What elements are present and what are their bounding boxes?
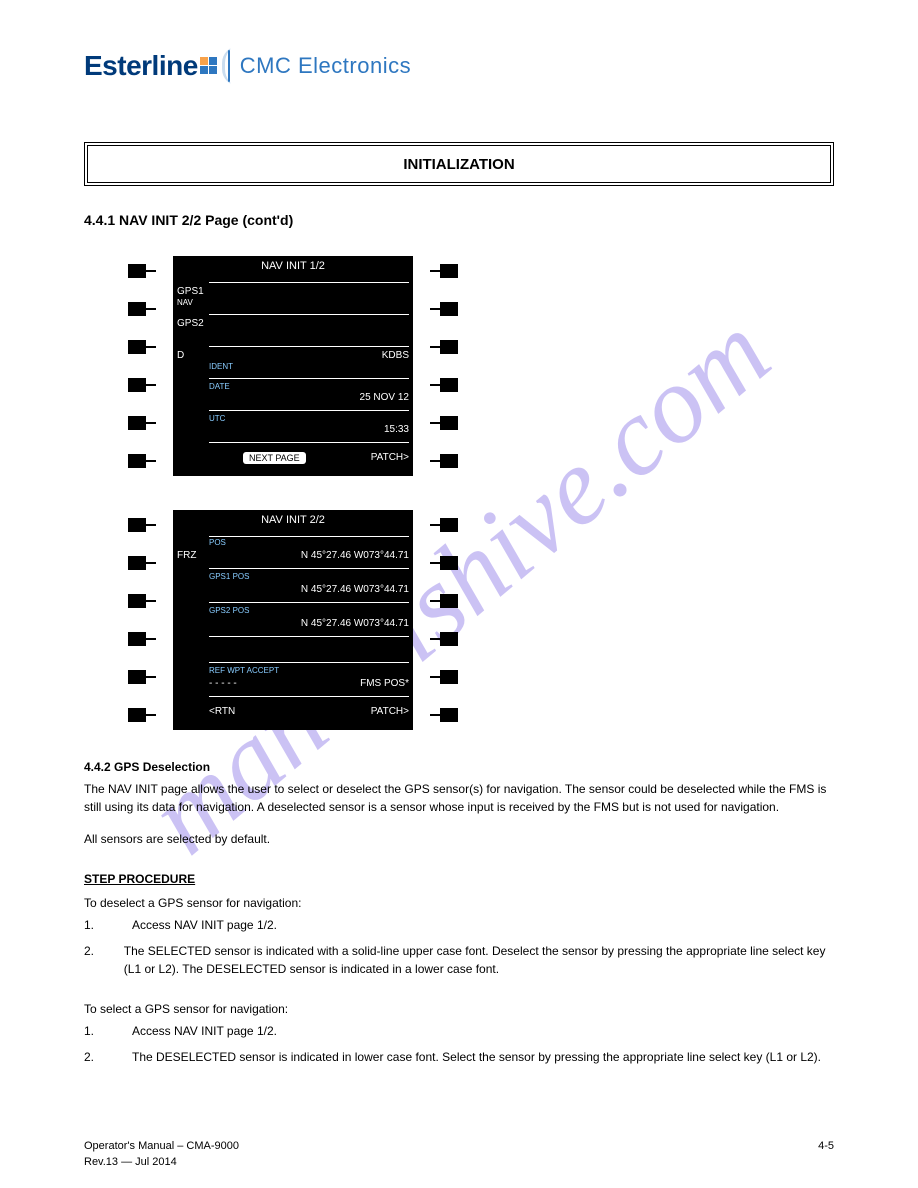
cdu-panel-1: NAV INIT 1/2 GPS1 NAV GPS2 D KDBS IDENT … bbox=[128, 256, 458, 476]
cdu-panel-2: NAV INIT 2/2 POS FRZ N 45°27.46 W073°44.… bbox=[128, 510, 458, 730]
step2-1-text: Access NAV INIT page 1/2. bbox=[132, 1022, 277, 1040]
step2-2-text: The DESELECTED sensor is indicated in lo… bbox=[132, 1048, 821, 1066]
lsk2-r6[interactable] bbox=[440, 708, 458, 722]
lsk2-r5[interactable] bbox=[440, 670, 458, 684]
cdu1-l2-left: GPS2 bbox=[177, 318, 209, 329]
cdu1-lsk-left-col bbox=[128, 256, 172, 476]
lsk2-r2[interactable] bbox=[440, 556, 458, 570]
cdu1-l3-left: D bbox=[177, 350, 209, 361]
lsk2-l3[interactable] bbox=[128, 594, 146, 608]
step2-1-num: 1. bbox=[84, 1022, 108, 1040]
cdu2-lsk-right-col bbox=[414, 510, 458, 730]
header-logo: Esterline CMC Electronics bbox=[84, 50, 411, 82]
logo-divider bbox=[228, 50, 230, 82]
body-subtitle-1: To deselect a GPS sensor for navigation: bbox=[84, 894, 834, 912]
lsk2-l6[interactable] bbox=[128, 708, 146, 722]
lsk2-l1[interactable] bbox=[128, 518, 146, 532]
lsk2-r1[interactable] bbox=[440, 518, 458, 532]
lsk-l1[interactable] bbox=[128, 264, 146, 278]
lsk-r3[interactable] bbox=[440, 340, 458, 354]
body-heading: 4.4.2 GPS Deselection bbox=[84, 758, 834, 776]
lsk2-r3[interactable] bbox=[440, 594, 458, 608]
cdu2-screen: NAV INIT 2/2 POS FRZ N 45°27.46 W073°44.… bbox=[173, 510, 413, 730]
lsk2-l5[interactable] bbox=[128, 670, 146, 684]
lsk-l5[interactable] bbox=[128, 416, 146, 430]
step2-2-num: 2. bbox=[84, 1048, 108, 1066]
body-subtitle-2: To select a GPS sensor for navigation: bbox=[84, 1000, 834, 1018]
cdu1-lsk-right-col bbox=[414, 256, 458, 476]
footer-left: Operator's Manual – CMA-9000 bbox=[84, 1140, 239, 1152]
page-footer: Operator's Manual – CMA-9000 4-5 bbox=[84, 1140, 834, 1152]
body-para-2: All sensors are selected by default. bbox=[84, 830, 834, 848]
cdu1-l1-left: GPS1 bbox=[177, 286, 209, 297]
step-2-num: 2. bbox=[84, 942, 100, 978]
lsk-r2[interactable] bbox=[440, 302, 458, 316]
lsk2-r4[interactable] bbox=[440, 632, 458, 646]
footer-rev: Rev.13 — Jul 2014 bbox=[84, 1156, 177, 1168]
footer-right: 4-5 bbox=[818, 1140, 834, 1152]
lsk-r6[interactable] bbox=[440, 454, 458, 468]
lsk-l3[interactable] bbox=[128, 340, 146, 354]
logo-subbrand: CMC Electronics bbox=[240, 53, 411, 79]
cdu2-lsk-left-col bbox=[128, 510, 172, 730]
logo-mark-icon bbox=[200, 57, 218, 75]
lsk-l4[interactable] bbox=[128, 378, 146, 392]
banner-title: INITIALIZATION bbox=[403, 156, 514, 173]
lsk2-l4[interactable] bbox=[128, 632, 146, 646]
step-header: STEP PROCEDURE bbox=[84, 870, 834, 888]
cdu1-screen: NAV INIT 1/2 GPS1 NAV GPS2 D KDBS IDENT … bbox=[173, 256, 413, 476]
cdu2-title: NAV INIT 2/2 bbox=[173, 514, 413, 526]
lsk-l6[interactable] bbox=[128, 454, 146, 468]
step-1-num: 1. bbox=[84, 916, 108, 934]
lsk-r4[interactable] bbox=[440, 378, 458, 392]
lsk-l2[interactable] bbox=[128, 302, 146, 316]
lsk-r1[interactable] bbox=[440, 264, 458, 278]
step-2-text: The SELECTED sensor is indicated with a … bbox=[124, 942, 834, 978]
step-1-text: Access NAV INIT page 1/2. bbox=[132, 916, 277, 934]
lsk-r5[interactable] bbox=[440, 416, 458, 430]
logo-brand-text: Esterline bbox=[84, 50, 218, 82]
section-banner: INITIALIZATION bbox=[84, 142, 834, 186]
body-para-1: The NAV INIT page allows the user to sel… bbox=[84, 780, 834, 816]
cdu1-title: NAV INIT 1/2 bbox=[173, 260, 413, 272]
lsk2-l2[interactable] bbox=[128, 556, 146, 570]
section-heading: 4.4.1 NAV INIT 2/2 Page (cont'd) bbox=[84, 212, 293, 228]
